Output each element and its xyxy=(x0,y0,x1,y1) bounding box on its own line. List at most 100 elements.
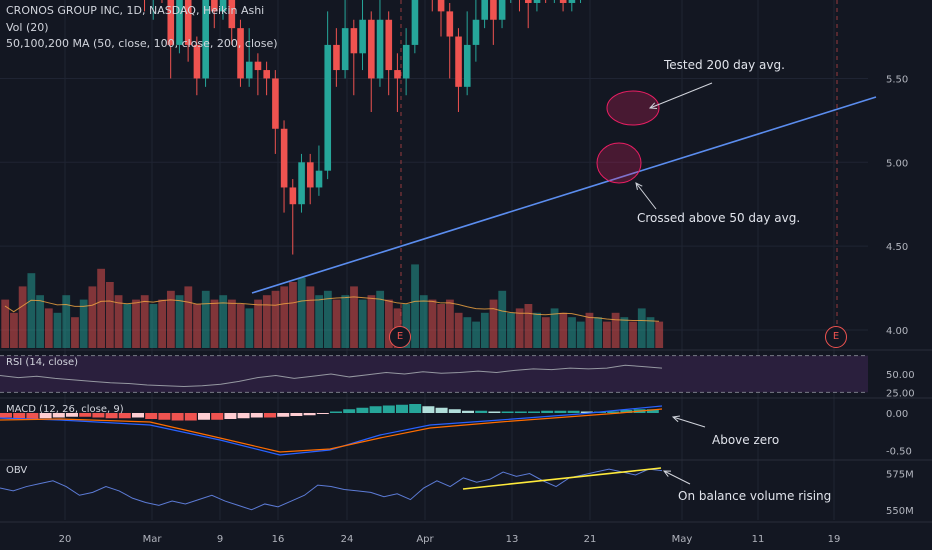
macd-hist-bar xyxy=(105,413,118,419)
macd-hist-bar xyxy=(528,411,540,413)
macd-hist-bar xyxy=(501,411,514,413)
candle-body xyxy=(481,0,488,20)
volume-bar xyxy=(149,304,158,348)
macd-tick-label: -0.50 xyxy=(886,447,912,458)
candles xyxy=(144,0,582,255)
volume-bar xyxy=(446,299,454,348)
macd-hist-bar xyxy=(79,413,92,417)
candle-body xyxy=(324,44,332,171)
macd-hist-bar xyxy=(66,413,78,417)
volume-bar xyxy=(201,290,210,348)
macd-hist-bar xyxy=(171,413,184,421)
price-tick-label: 5.00 xyxy=(886,158,908,169)
volume-bar xyxy=(629,321,637,348)
macd-hist-bar xyxy=(224,413,237,419)
macd-hist-bar xyxy=(26,413,39,419)
candle-body xyxy=(167,0,175,45)
volume-bar xyxy=(79,299,88,348)
macd-hist-bar xyxy=(52,413,65,418)
candle-body xyxy=(411,0,419,45)
candle-body xyxy=(368,19,375,79)
candle-body xyxy=(568,0,576,3)
volume-bar xyxy=(367,295,376,348)
candle-body xyxy=(280,128,288,188)
macd-hist-bar xyxy=(422,406,435,413)
volume-bar xyxy=(498,290,507,348)
x-tick-label: 16 xyxy=(272,534,285,545)
volume-bar xyxy=(437,304,446,348)
symbol-title: CRONOS GROUP INC, 1D, NASDAQ, Heikin Ash… xyxy=(6,4,265,17)
volume-bar xyxy=(323,290,332,348)
macd-hist-bar xyxy=(369,406,382,413)
candle-body xyxy=(376,19,384,79)
candle-body xyxy=(559,0,567,3)
macd-hist-bar xyxy=(646,409,659,413)
volume-bar xyxy=(602,321,611,348)
arrow-crossed xyxy=(635,182,657,210)
obv-line xyxy=(0,468,663,511)
volume-bar xyxy=(533,312,542,348)
earnings-marker-1[interactable]: E xyxy=(389,326,411,348)
candle-body xyxy=(245,61,253,79)
macd-hist-bar xyxy=(39,413,52,419)
macd-hist-bar xyxy=(435,407,448,413)
ma-legend: 50,100,200 MA (50, close, 100, close, 20… xyxy=(6,37,278,50)
volume-bar xyxy=(332,299,341,348)
volume-bar xyxy=(384,299,393,348)
macd-hist-bar xyxy=(382,405,395,413)
macd-hist-bar xyxy=(13,413,26,419)
macd-hist-bar xyxy=(488,411,501,413)
volume-bar xyxy=(341,295,350,348)
axes: 4.004.505.005.506.006.507.007.506.2649:5… xyxy=(59,0,915,545)
macd-tick-label: 0.00 xyxy=(886,409,908,420)
arrow-obv-head xyxy=(662,470,672,477)
volume-bar xyxy=(97,268,106,348)
annotations-layer xyxy=(635,82,713,485)
macd-hist-bar xyxy=(396,404,408,413)
volume-bar xyxy=(210,299,219,348)
arrow-above-zero-head xyxy=(671,415,680,423)
candle-body xyxy=(193,44,201,79)
macd-hist-bar xyxy=(620,410,633,413)
volume-bar xyxy=(463,317,472,348)
macd-hist-bar xyxy=(475,410,488,413)
volume-bar xyxy=(228,299,236,348)
macd-label: MACD (12, 26, close, 9) xyxy=(6,404,124,415)
arrow-above-zero xyxy=(672,416,706,428)
support-trendline xyxy=(251,96,877,294)
rsi-band xyxy=(0,355,868,393)
earnings-marker-2[interactable]: E xyxy=(825,326,847,348)
candle-body xyxy=(228,0,236,29)
price-tick-label: 4.50 xyxy=(886,242,908,253)
x-tick-label: Mar xyxy=(143,534,163,545)
candle-body xyxy=(202,0,209,79)
obv-trendline xyxy=(462,467,662,490)
x-tick-label: 21 xyxy=(584,534,597,545)
volume-bar xyxy=(559,312,568,348)
volume-bar xyxy=(62,295,71,348)
volume-bar xyxy=(402,304,411,348)
volume-bar xyxy=(454,312,463,348)
volume-bar xyxy=(36,295,44,348)
volume-bar xyxy=(428,299,437,348)
volume-bar xyxy=(620,317,629,348)
volume-bar xyxy=(280,286,289,348)
macd-hist-bar xyxy=(462,410,474,413)
candle-body xyxy=(437,0,445,12)
macd-hist-bar xyxy=(303,413,316,416)
candle-body xyxy=(463,44,471,87)
candle-body xyxy=(298,162,305,205)
volume-bar xyxy=(219,295,228,348)
volume-bar xyxy=(140,295,149,348)
volume-bar xyxy=(515,308,524,348)
macd-hist-bar xyxy=(290,413,303,416)
candle-body xyxy=(237,28,244,79)
rsi-tick-label: 25.00 xyxy=(886,388,915,399)
candle-body xyxy=(254,61,262,71)
arrow-crossed-head xyxy=(635,182,643,190)
candle-body xyxy=(446,11,454,37)
annotation-tested-200: Tested 200 day avg. xyxy=(664,58,785,72)
volume-bar xyxy=(271,290,280,348)
macd-hist-bar xyxy=(607,411,620,413)
